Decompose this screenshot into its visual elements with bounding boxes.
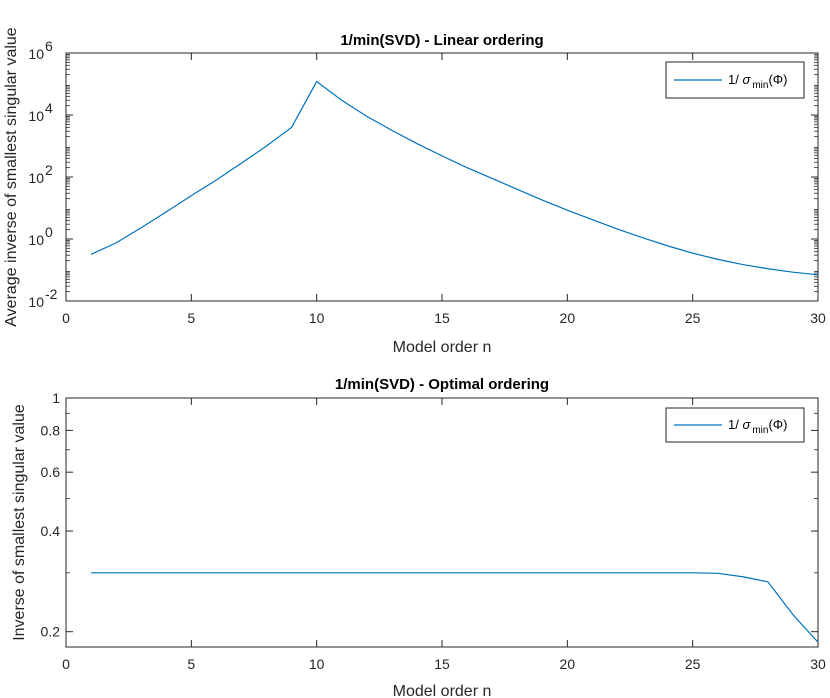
y-axis-label: Average inverse of smallest singular val… (3, 27, 20, 327)
x-tick-label: 30 (810, 656, 826, 672)
x-tick-label: 5 (187, 310, 195, 326)
legend-entry: 1/ σ min(Φ) (728, 72, 787, 91)
x-tick-label: 20 (560, 656, 576, 672)
y-axis-label: Inverse of smallest singular value (11, 404, 28, 641)
y-tick-label: 0.8 (41, 422, 61, 438)
x-tick-label: 0 (62, 310, 70, 326)
y-tick-label: 10 (28, 170, 44, 186)
x-tick-label: 20 (560, 310, 576, 326)
y-tick-exponent: 6 (45, 38, 53, 54)
legend: 1/ σ min(Φ) (665, 407, 805, 443)
legend: 1/ σ min(Φ) (665, 61, 805, 99)
x-tick-label: 10 (309, 656, 325, 672)
x-tick-label: 15 (434, 656, 450, 672)
x-axis-label: Model order n (393, 339, 492, 356)
x-axis-label: Model order n (393, 683, 492, 698)
y-tick-exponent: 0 (45, 224, 53, 240)
x-tick-label: 10 (309, 310, 325, 326)
x-tick-label: 15 (434, 310, 450, 326)
x-tick-label: 25 (685, 656, 701, 672)
chart-2: 0 5 10 15 20 25 30 0.2 0.4 0.6 0.8 1 1/min(SVD) - Op… (11, 376, 826, 698)
legend-box (665, 61, 805, 99)
y-tick-label: 1 (52, 390, 60, 406)
x-tick-label: 25 (685, 310, 701, 326)
x-tick-label: 5 (187, 656, 195, 672)
y-tick-label: 10 (28, 232, 44, 248)
y-tick-exponent: -2 (45, 286, 58, 302)
y-tick-label: 0.4 (41, 523, 61, 539)
x-tick-label: 0 (62, 656, 70, 672)
chart-title: 1/min(SVD) - Linear ordering (340, 32, 543, 49)
y-tick-label: 0.6 (41, 464, 61, 480)
y-tick-label: 10 (28, 294, 44, 310)
series-line (91, 572, 818, 643)
y-tick-label: 0.2 (41, 624, 61, 640)
y-tick-label: 10 (28, 108, 44, 124)
legend-entry: 1/ σ min(Φ) (728, 417, 787, 436)
x-tick-label: 30 (810, 310, 826, 326)
series-line (90, 80, 818, 276)
y-tick-exponent: 4 (45, 100, 53, 116)
chart-title: 1/min(SVD) - Optimal ordering (335, 376, 549, 393)
y-tick-label: 10 (28, 46, 44, 62)
y-tick-exponent: 2 (45, 162, 53, 178)
